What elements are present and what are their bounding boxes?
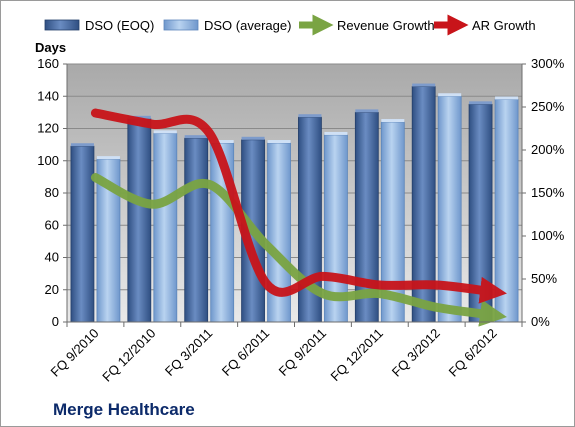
y2-tick-label: 200% (531, 142, 565, 157)
bar-top-face (70, 143, 94, 147)
bar-top-face (324, 131, 348, 135)
y-tick-label: 60 (45, 217, 59, 232)
y-tick-label: 20 (45, 282, 59, 297)
y-tick-label: 140 (37, 88, 59, 103)
legend-swatch (44, 19, 80, 31)
bar-top-face (96, 156, 120, 160)
x-tick-label: FQ 12/2010 (99, 326, 158, 385)
legend-swatch (163, 19, 199, 31)
bar-top-face (153, 130, 177, 134)
y2-tick-label: 0% (531, 314, 550, 329)
growth-lines (90, 108, 507, 327)
y-tick-label: 0 (52, 314, 59, 329)
bar-top-face (298, 114, 322, 118)
ar-growth-line (90, 108, 507, 304)
y2-tick-label: 250% (531, 99, 565, 114)
bar-dso-eoq (70, 145, 95, 323)
y-axis-title: Days (35, 40, 66, 55)
x-tick-label: FQ 9/2010 (48, 326, 102, 380)
y-tick-label: 80 (45, 185, 59, 200)
x-tick-label: FQ 3/2011 (162, 326, 215, 379)
x-tick-label: FQ 9/2011 (276, 326, 329, 379)
y2-tick-label: 100% (531, 228, 565, 243)
y2-tick-label: 150% (531, 185, 565, 200)
revenue-growth-line (90, 173, 507, 327)
bar-dso-average (153, 132, 178, 323)
bar-dso-eoq (184, 137, 209, 323)
company-name: Merge Healthcare (53, 400, 195, 419)
bar-top-face (210, 140, 234, 144)
bar-top-face (495, 96, 519, 100)
y-tick-label: 100 (37, 153, 59, 168)
y2-tick-label: 50% (531, 271, 557, 286)
x-tick-label: FQ 6/2012 (446, 326, 500, 380)
legend-label: DSO (EOQ) (85, 18, 154, 33)
y-tick-label: 120 (37, 121, 59, 136)
legend: DSO (EOQ) DSO (average) Revenue Growth AR G… (44, 14, 536, 36)
bar-top-face (469, 101, 493, 105)
y-tick-label: 40 (45, 250, 59, 265)
legend-label: DSO (average) (204, 18, 291, 33)
bar-top-face (241, 136, 265, 140)
y2-tick-label: 300% (531, 56, 565, 71)
x-tick-label: FQ 12/2011 (327, 326, 385, 384)
bar-dso-average (494, 99, 519, 323)
y-tick-label: 160 (37, 56, 59, 71)
x-tick-label: FQ 3/2012 (389, 326, 443, 380)
bar-top-face (355, 109, 379, 113)
bar-dso-eoq (127, 118, 152, 323)
bar-top-face (184, 135, 208, 139)
bar-top-face (267, 140, 291, 144)
legend-label: Revenue Growth (337, 18, 435, 33)
bar-top-face (381, 119, 405, 123)
bar-top-face (438, 93, 462, 97)
bar-top-face (412, 83, 436, 87)
legend-label: AR Growth (472, 18, 536, 33)
x-tick-label: FQ 6/2011 (219, 326, 272, 379)
